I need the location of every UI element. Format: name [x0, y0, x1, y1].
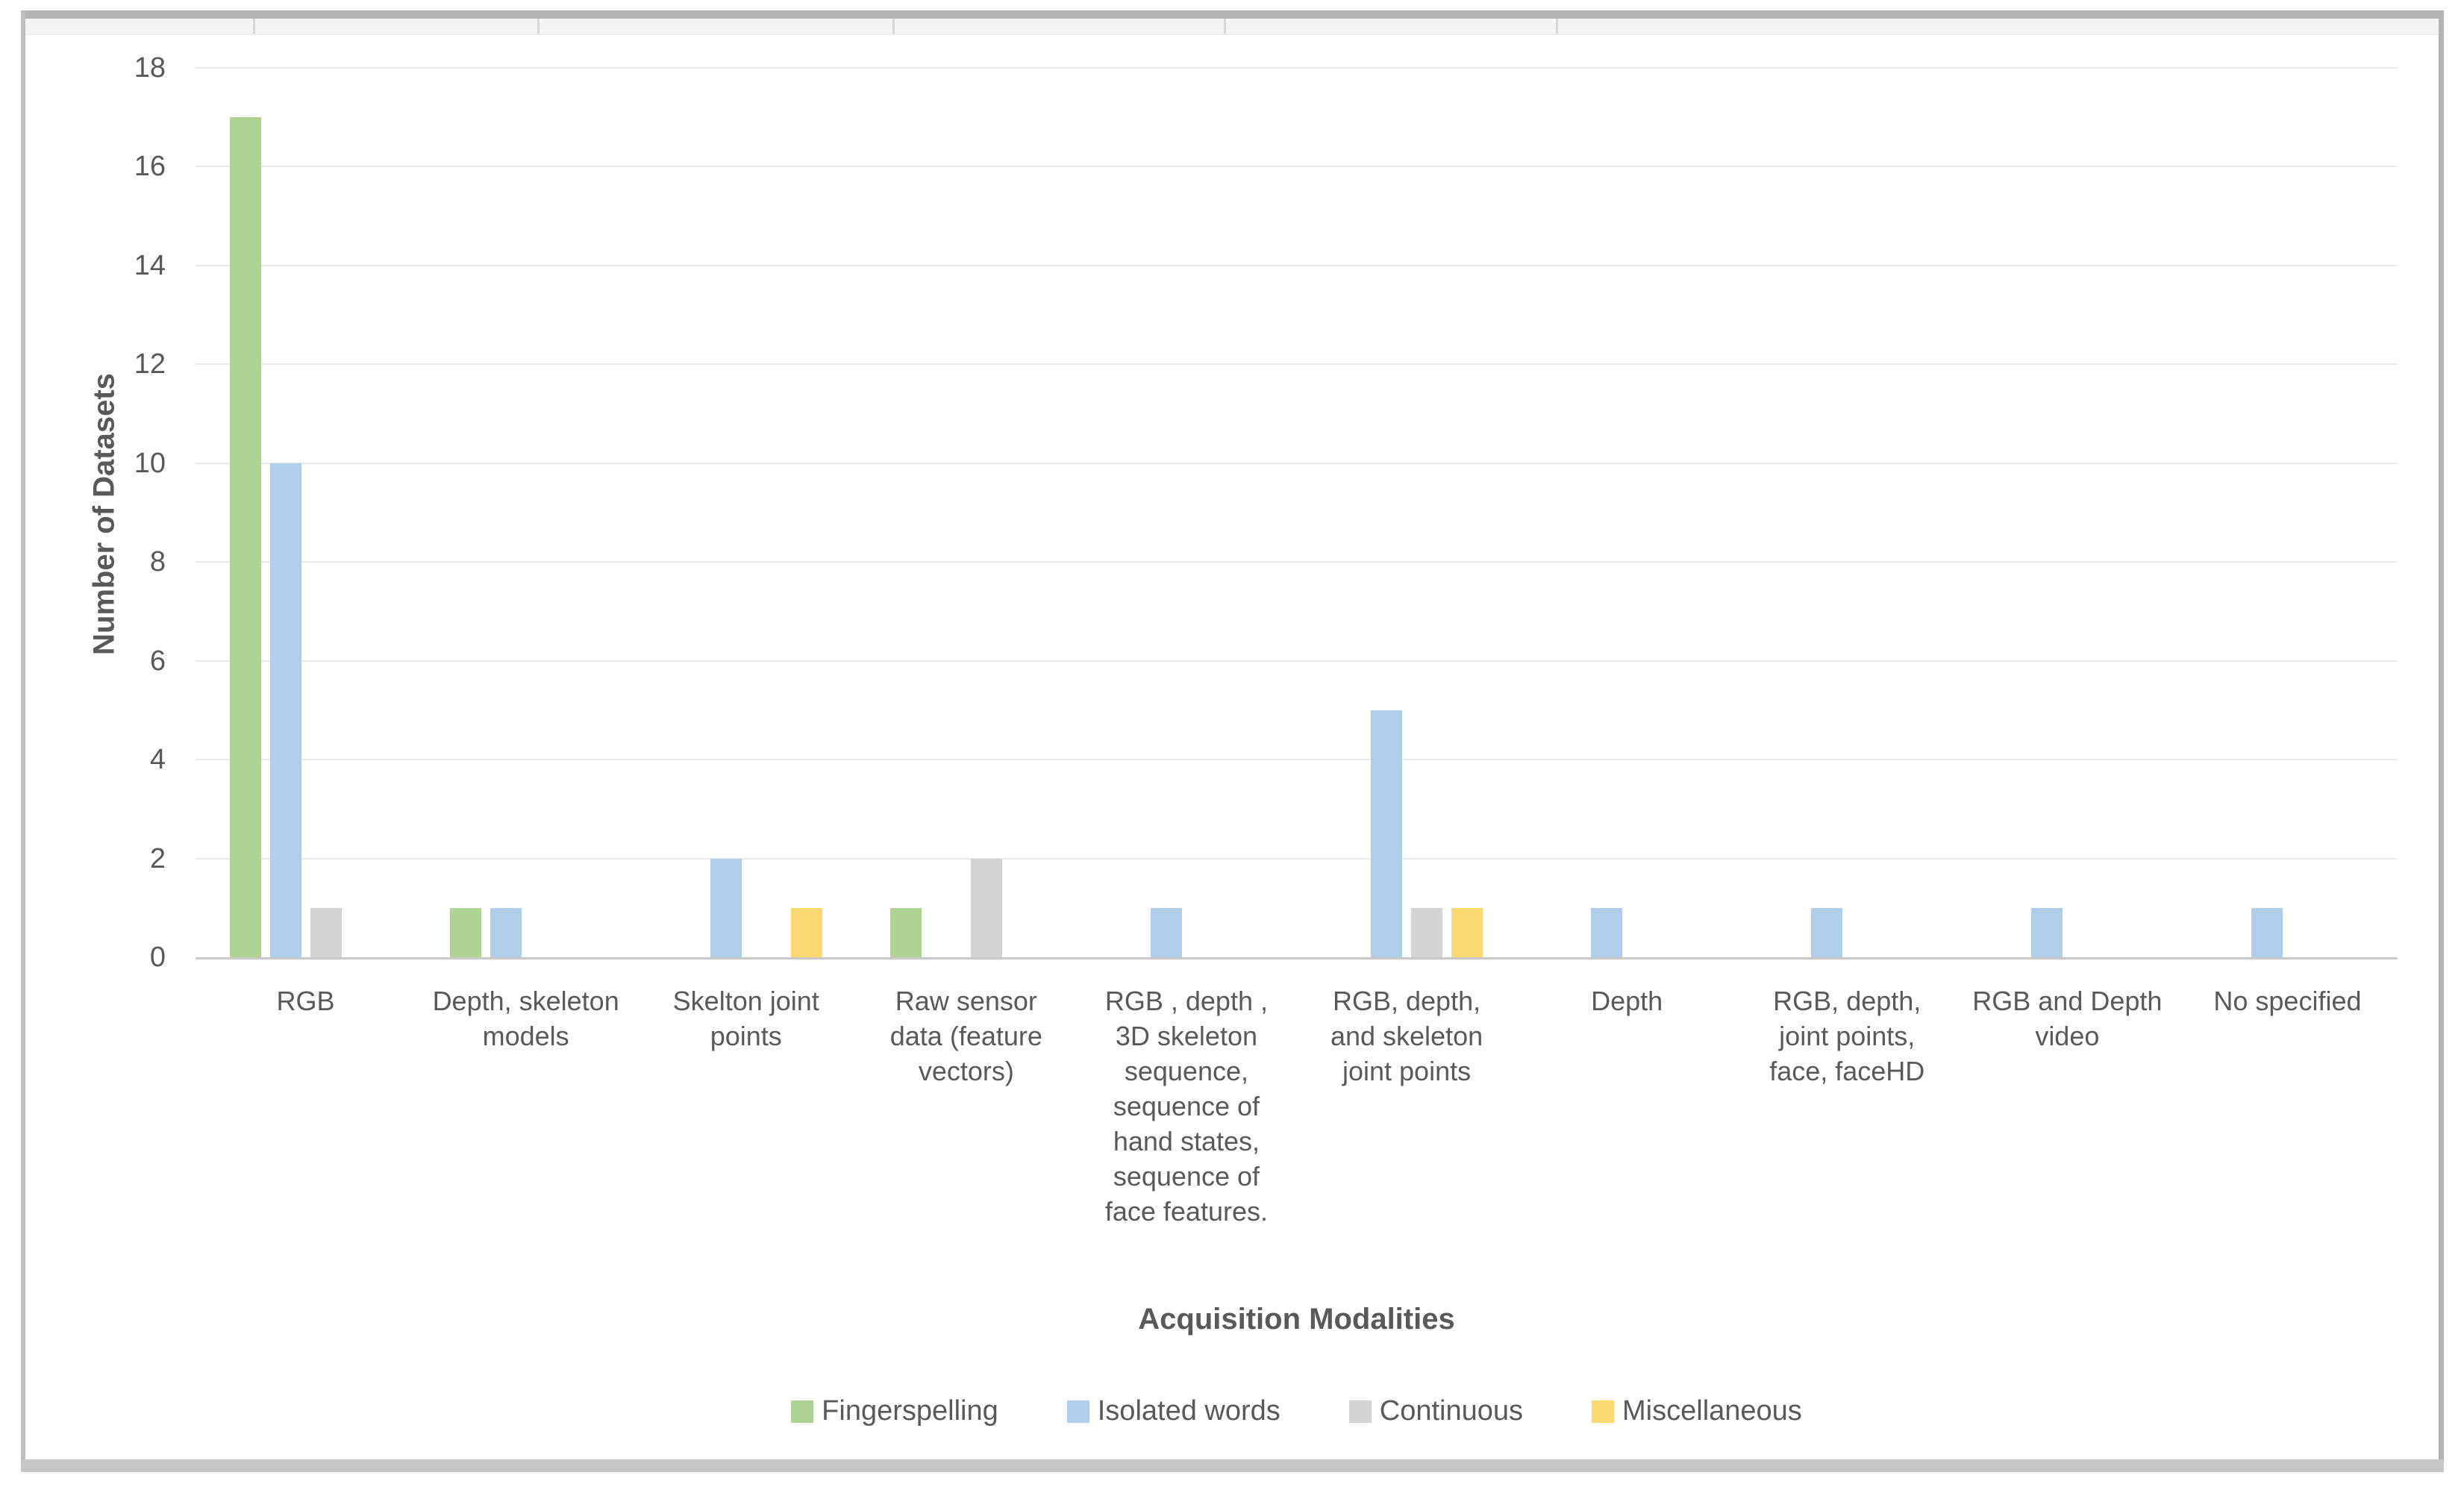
x-tick-text: RGB , depth , 3D skeleton sequence, sequ… [1104, 986, 1268, 1227]
bar-isolated-words-cat1 [269, 463, 301, 957]
x-tick-label-9: RGB and Depth video [1957, 983, 2177, 1054]
bar-fingerspelling-cat4 [889, 907, 922, 957]
column-divider-artifact [1556, 19, 1558, 34]
y-axis-title: Number of Datasets [87, 373, 121, 655]
bar-fingerspelling-cat1 [229, 117, 261, 957]
gridline-14 [196, 264, 2398, 266]
x-axis-title: Acquisition Modalities [1138, 1303, 1455, 1336]
x-tick-label-5: RGB , depth , 3D skeleton sequence, sequ… [1076, 983, 1296, 1229]
legend-label: Fingerspelling [822, 1395, 998, 1427]
y-tick-2: 2 [149, 842, 166, 874]
bar-isolated-words-cat5 [1150, 907, 1182, 957]
legend-label: Isolated words [1097, 1395, 1281, 1427]
column-divider-artifact [892, 19, 895, 34]
x-tick-text: RGB, depth, joint points, face, faceHD [1769, 986, 1925, 1086]
x-tick-label-10: No specified [2177, 983, 2398, 1018]
chart-legend: Fingerspelling Isolated words Continuous Mi… [196, 1395, 2398, 1427]
column-divider-artifact [1224, 19, 1226, 34]
gridline-4 [196, 759, 2398, 761]
bar-isolated-words-cat8 [1811, 907, 1843, 957]
bar-isolated-words-cat6 [1371, 710, 1403, 957]
bar-continuous-cat1 [310, 907, 342, 957]
y-tick-16: 16 [134, 151, 166, 183]
x-tick-label-3: Skelton joint points [636, 983, 856, 1054]
x-tick-text: Raw sensor data (feature vectors) [889, 986, 1042, 1086]
x-tick-text: RGB, depth, and skeleton joint points [1330, 986, 1483, 1086]
y-tick-12: 12 [134, 348, 166, 381]
bar-isolated-words-cat2 [490, 907, 522, 957]
gridline-12 [196, 363, 2398, 366]
legend-item-miscellaneous: Miscellaneous [1592, 1395, 1802, 1427]
bar-miscellaneous-cat3 [790, 907, 822, 957]
legend-item-fingerspelling: Fingerspelling [791, 1395, 998, 1427]
x-tick-text: RGB and Depth video [1972, 986, 2163, 1051]
y-tick-4: 4 [149, 744, 166, 776]
column-divider-artifact [253, 19, 255, 34]
x-tick-label-7: Depth [1517, 983, 1737, 1018]
figure-frame-left [21, 10, 25, 1459]
bar-isolated-words-cat10 [2251, 907, 2283, 957]
legend-swatch-miscellaneous [1592, 1400, 1615, 1423]
legend-label: Continuous [1379, 1395, 1524, 1427]
gridline-18 [196, 67, 2398, 69]
bar-miscellaneous-cat6 [1451, 907, 1483, 957]
legend-item-isolated-words: Isolated words [1066, 1395, 1281, 1427]
x-tick-label-4: Raw sensor data (feature vectors) [856, 983, 1076, 1089]
bar-continuous-cat6 [1411, 907, 1443, 957]
bar-isolated-words-cat9 [2031, 907, 2063, 957]
x-tick-text: Skelton joint points [672, 986, 819, 1051]
y-tick-8: 8 [149, 546, 166, 578]
bar-fingerspelling-cat2 [449, 907, 481, 957]
y-tick-6: 6 [149, 645, 166, 677]
table-row-artifact [25, 19, 2439, 35]
x-tick-text: Depth [1591, 986, 1663, 1016]
legend-label: Miscellaneous [1622, 1395, 1802, 1427]
bar-isolated-words-cat7 [1591, 907, 1623, 957]
bar-isolated-words-cat3 [710, 858, 742, 957]
legend-swatch-continuous [1348, 1400, 1372, 1423]
x-axis-line [196, 957, 2398, 960]
x-tick-text: RGB [276, 986, 335, 1016]
legend-swatch-isolated-words [1066, 1400, 1089, 1423]
gridline-16 [196, 166, 2398, 168]
y-tick-10: 10 [134, 447, 166, 479]
gridline-2 [196, 857, 2398, 860]
x-tick-label-1: RGB [196, 983, 416, 1018]
x-tick-label-6: RGB, depth, and skeleton joint points [1297, 983, 1517, 1089]
gridline-6 [196, 660, 2398, 662]
y-tick-18: 18 [134, 52, 166, 84]
x-tick-label-8: RGB, depth, joint points, face, faceHD [1737, 983, 1957, 1089]
y-tick-0: 0 [149, 942, 166, 973]
figure-frame-top [21, 10, 2444, 19]
legend-item-continuous: Continuous [1348, 1395, 1524, 1427]
x-tick-label-2: Depth, skeleton models [416, 983, 636, 1054]
gridline-10 [196, 462, 2398, 464]
y-tick-14: 14 [134, 249, 166, 281]
figure-frame-right [2439, 10, 2444, 1459]
x-tick-text: Depth, skeleton models [432, 986, 619, 1051]
gridline-8 [196, 561, 2398, 563]
legend-swatch-fingerspelling [791, 1400, 814, 1423]
x-tick-text: No specified [2213, 986, 2362, 1016]
figure-frame-bottom [21, 1459, 2444, 1472]
column-divider-artifact [537, 19, 540, 34]
bar-continuous-cat4 [970, 858, 1002, 957]
